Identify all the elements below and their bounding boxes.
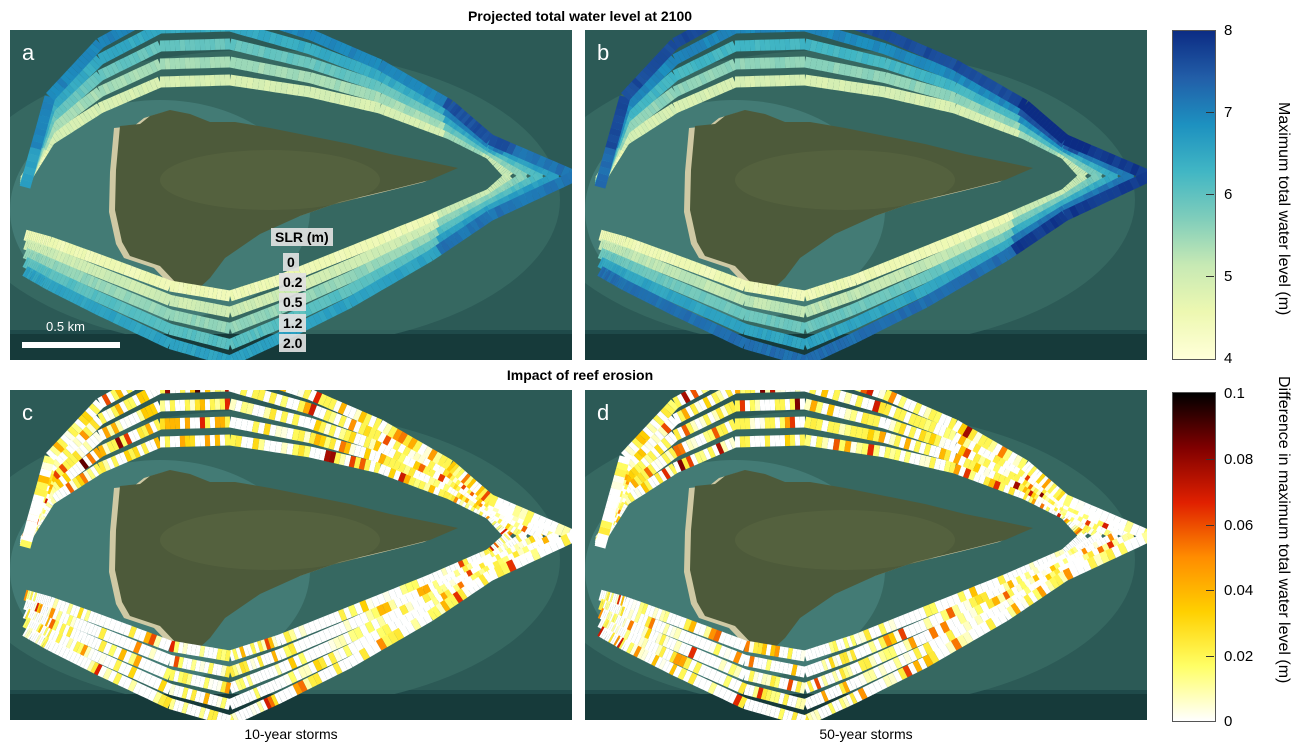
panel-label-a: a	[22, 40, 35, 65]
map-panel-a: a	[10, 30, 572, 360]
cbar-bottom-tick: 0.06	[1224, 517, 1254, 534]
slr-level-2: 0.5	[279, 293, 307, 311]
map-d-svg	[585, 390, 1147, 720]
map-b-svg	[585, 30, 1147, 360]
cbar-top-tickmark	[1206, 194, 1214, 195]
top-heading: Projected total water level at 2100	[467, 8, 693, 24]
cbar-bottom-tickmark	[1206, 459, 1214, 460]
panel-label-c: c	[22, 400, 33, 425]
colorbar-bottom-label: Difference in maximum total water level …	[1275, 376, 1292, 684]
cbar-bottom-tick: 0.04	[1224, 582, 1254, 599]
cbar-top-tick: 4	[1224, 350, 1233, 367]
cbar-bottom-tickmark	[1206, 525, 1214, 526]
scale-bar-label: 0.5 km	[46, 319, 86, 334]
slr-level-3: 1.2	[279, 314, 307, 332]
map-panel-c: c	[10, 390, 572, 720]
colorbar-water-level	[1172, 30, 1216, 360]
cbar-top-tick: 8	[1224, 22, 1233, 39]
cbar-bottom-tick: 0.1	[1224, 385, 1245, 402]
panel-label-b: b	[597, 40, 610, 65]
scale-bar	[22, 342, 120, 348]
cbar-top-tickmark	[1206, 112, 1214, 113]
map-panel-b: b	[585, 30, 1147, 360]
colorbar-difference	[1172, 392, 1216, 722]
slr-level-4: 2.0	[279, 334, 307, 352]
cbar-bottom-tickmark	[1206, 656, 1214, 657]
cbar-top-tick: 5	[1224, 268, 1233, 285]
cbar-bottom-tick: 0.08	[1224, 451, 1254, 468]
cbar-bottom-tick: 0.02	[1224, 648, 1254, 665]
map-panel-d: d	[585, 390, 1147, 720]
cbar-top-tickmark	[1206, 276, 1214, 277]
cbar-bottom-tickmark	[1206, 590, 1214, 591]
panel-label-d: d	[597, 400, 610, 425]
slr-legend-title: SLR (m)	[271, 228, 333, 246]
caption-50-year: 50-year storms	[819, 726, 913, 742]
slr-level-1: 0.2	[279, 273, 307, 291]
caption-10-year: 10-year storms	[244, 726, 338, 742]
cbar-bottom-tick: 0	[1224, 713, 1233, 730]
map-c-svg	[10, 390, 572, 720]
slr-level-0: 0	[283, 253, 299, 271]
cbar-top-tick: 6	[1224, 186, 1233, 203]
bottom-heading: Impact of reef erosion	[506, 367, 654, 383]
cbar-top-tick: 7	[1224, 104, 1233, 121]
colorbar-top-label: Maximum total water level (m)	[1275, 102, 1292, 316]
map-a-svg	[10, 30, 572, 360]
